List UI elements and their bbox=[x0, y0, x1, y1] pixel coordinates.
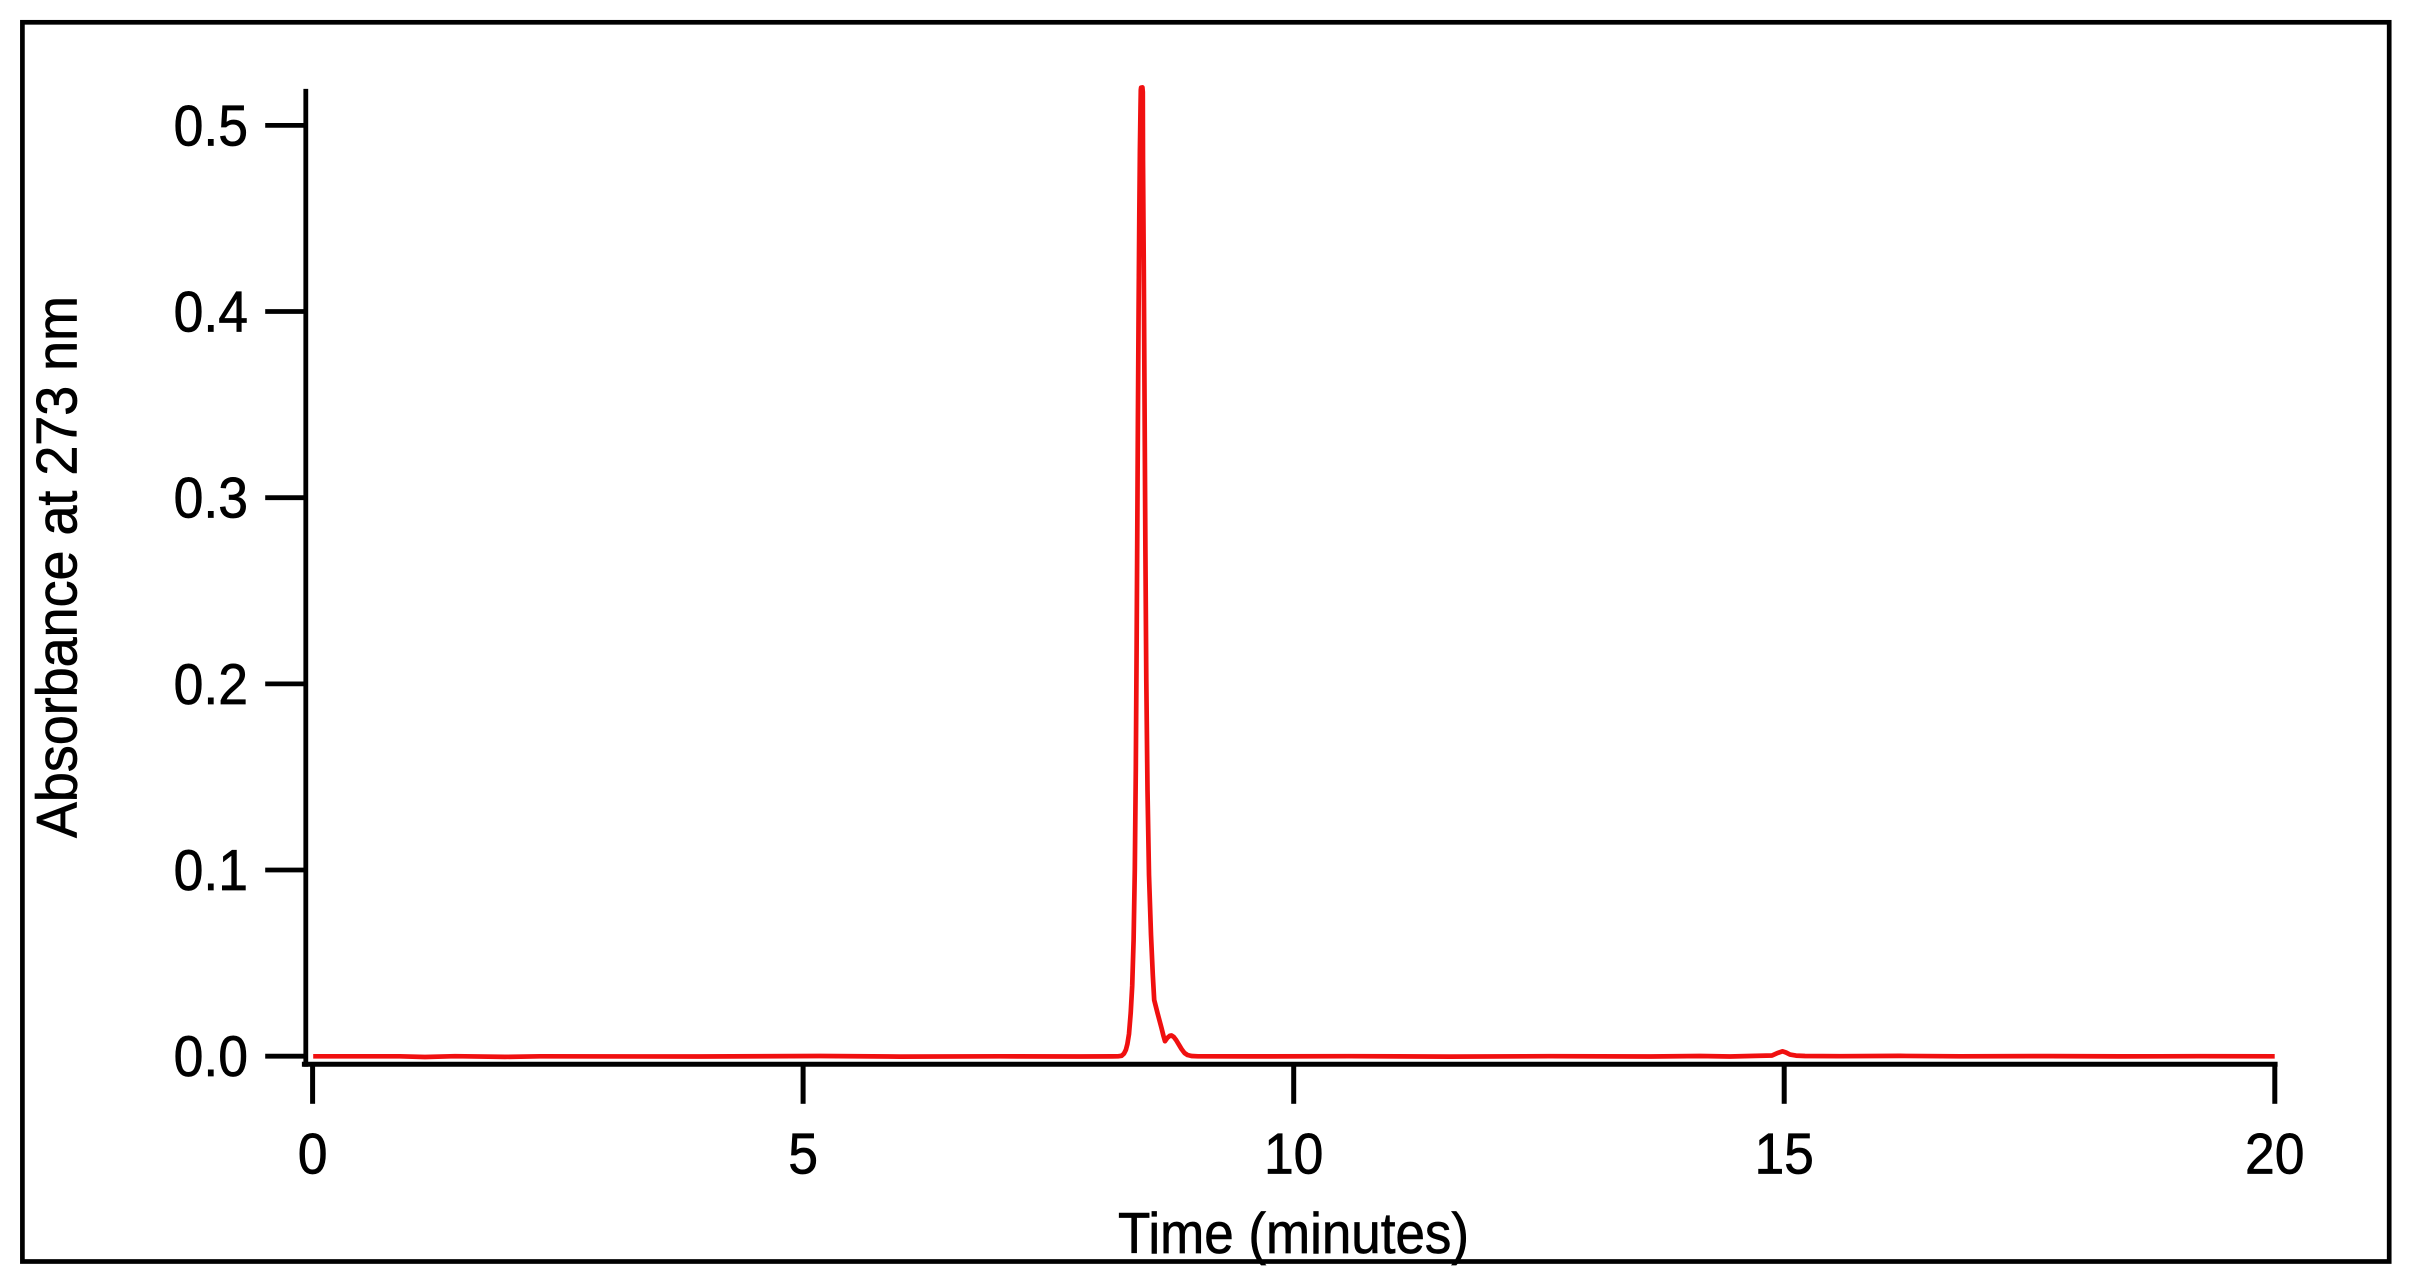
svg-text:0.0: 0.0 bbox=[174, 1025, 248, 1089]
svg-text:0.4: 0.4 bbox=[174, 281, 248, 345]
svg-text:0.5: 0.5 bbox=[174, 94, 248, 158]
svg-text:0.2: 0.2 bbox=[174, 653, 248, 717]
svg-text:20: 20 bbox=[2245, 1123, 2305, 1187]
svg-text:10: 10 bbox=[1264, 1123, 1324, 1187]
svg-text:0.3: 0.3 bbox=[174, 467, 248, 531]
svg-text:Absorbance at 273 nm: Absorbance at 273 nm bbox=[26, 296, 90, 838]
svg-text:Time (minutes): Time (minutes) bbox=[1118, 1202, 1469, 1266]
svg-text:0: 0 bbox=[298, 1123, 328, 1187]
svg-text:5: 5 bbox=[788, 1123, 818, 1187]
svg-text:15: 15 bbox=[1754, 1123, 1814, 1187]
svg-text:0.1: 0.1 bbox=[174, 839, 248, 903]
